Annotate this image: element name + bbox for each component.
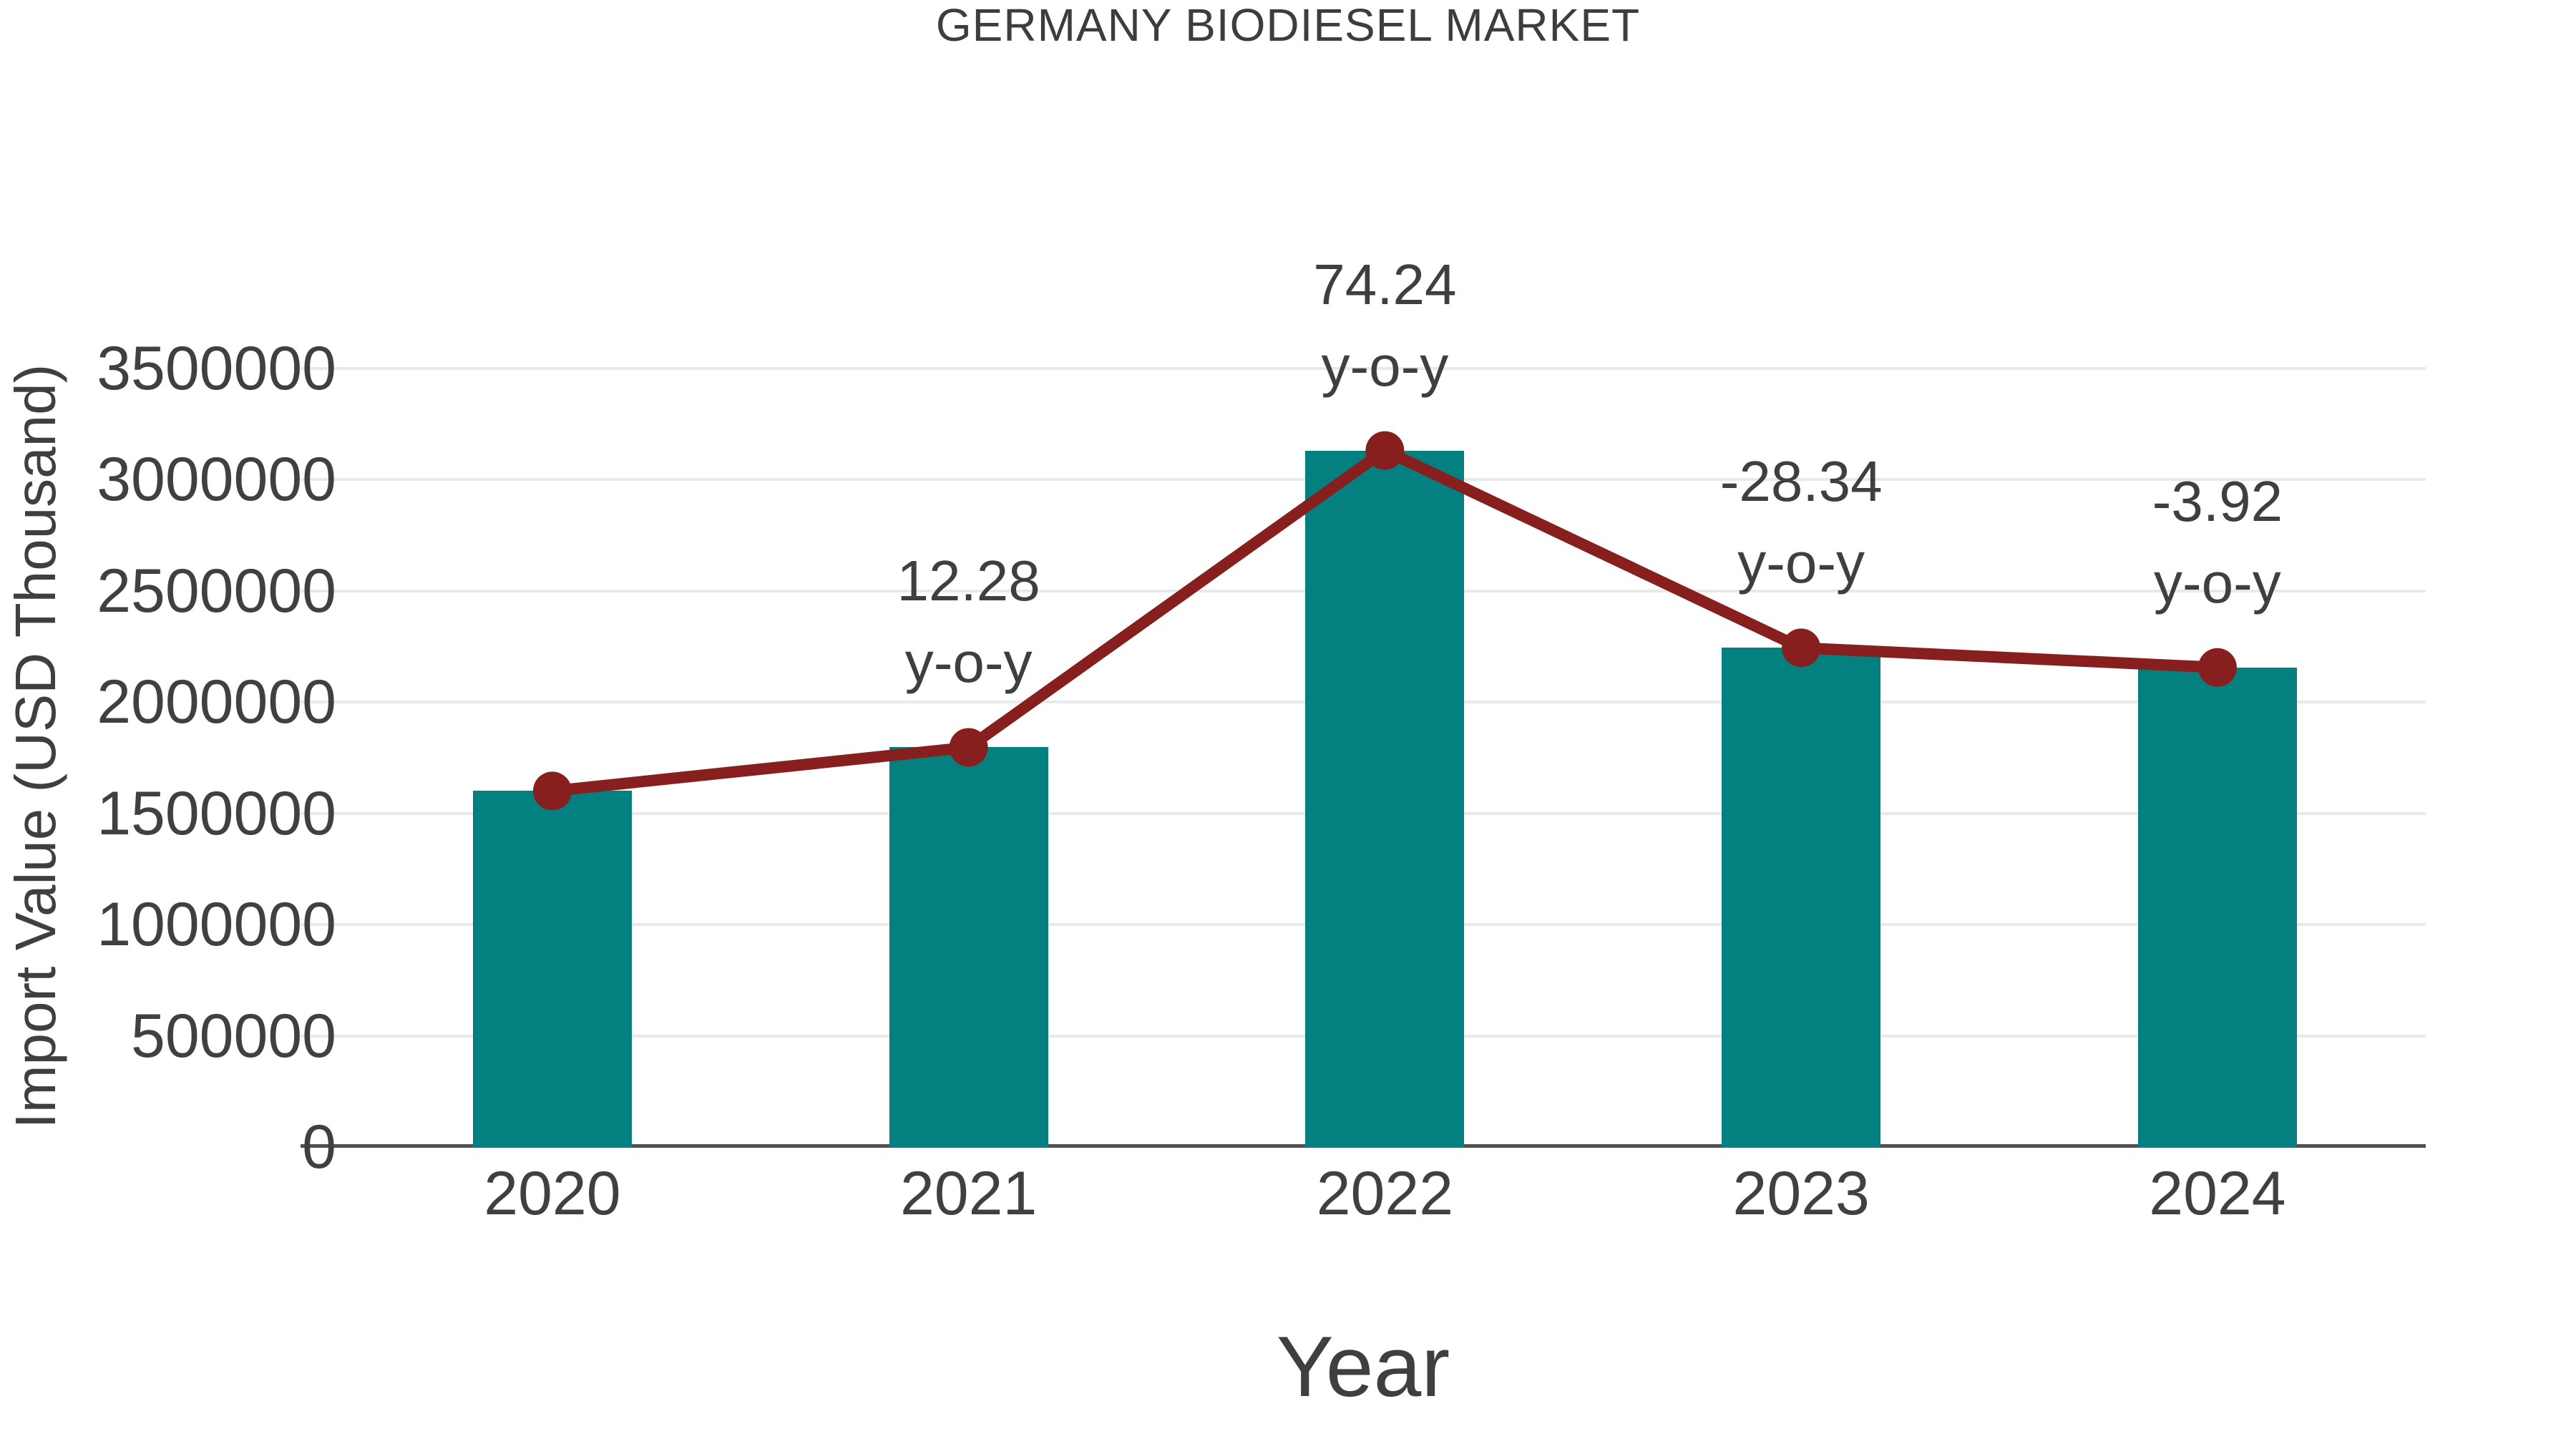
x-axis-title: Year — [1276, 1319, 1450, 1415]
x-axis-tick-label: 2022 — [1316, 1159, 1454, 1228]
yoy-data-label: 12.28 y-o-y — [897, 549, 1040, 695]
y-gridline — [301, 366, 2426, 370]
x-axis-tick-label: 2020 — [484, 1159, 621, 1228]
yoy-data-label: -28.34 y-o-y — [1719, 449, 1883, 595]
bar-2024 — [2137, 667, 2297, 1148]
x-axis-tick-label: 2023 — [1732, 1159, 1870, 1228]
y-axis-tick-label: 1500000 — [97, 779, 336, 848]
x-axis-tick-label: 2021 — [899, 1159, 1038, 1228]
y-axis-tick-label: 3500000 — [97, 333, 336, 403]
bar-2020 — [472, 791, 632, 1148]
x-axis-tick-label: 2024 — [2149, 1159, 2286, 1228]
bar-2021 — [889, 747, 1048, 1148]
y-axis-tick-label: 500000 — [131, 1001, 336, 1070]
y-axis-tick-label: 2000000 — [97, 668, 336, 736]
bar-2023 — [1722, 648, 1881, 1148]
y-axis-tick-label: 1000000 — [97, 890, 336, 959]
y-axis-tick-label: 0 — [302, 1113, 336, 1181]
yoy-data-label: 74.24 y-o-y — [1313, 252, 1457, 398]
yoy-data-label: -3.92 y-o-y — [2152, 469, 2283, 615]
chart-title: GERMANY BIODIESEL MARKET — [935, 0, 1641, 51]
y-axis-tick-label: 3000000 — [97, 445, 336, 514]
bar-2022 — [1305, 450, 1465, 1148]
y-axis-tick-label: 2500000 — [97, 556, 336, 625]
